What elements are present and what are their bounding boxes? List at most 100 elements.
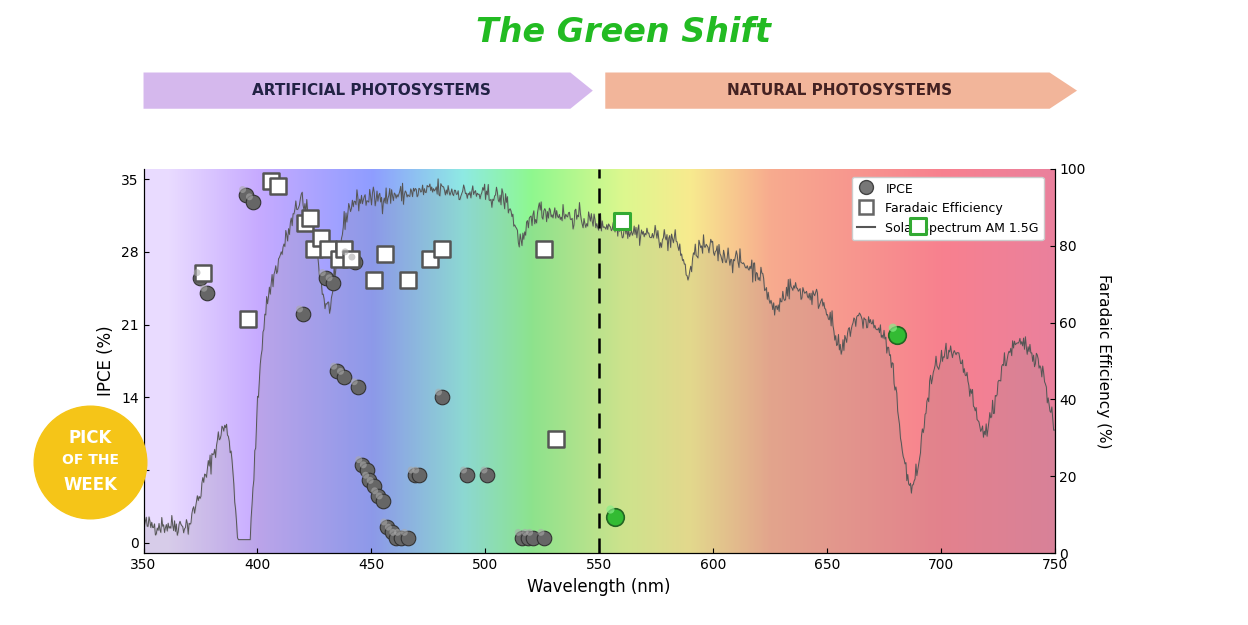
Point: [404, 470, 424, 480]
Legend: IPCE, Faradaic Efficiency, Solar Spectrum AM 1.5G: IPCE, Faradaic Efficiency, Solar Spectru…: [851, 177, 1043, 240]
Point: [374, 249, 394, 259]
Point: [519, 528, 539, 538]
Point: [359, 476, 379, 486]
Point: [406, 465, 426, 475]
Point: [373, 496, 393, 506]
Point: [348, 454, 368, 464]
Y-axis label: IPCE (%): IPCE (%): [97, 326, 116, 396]
Point: [319, 273, 339, 283]
Point: [327, 366, 347, 376]
Point: [344, 377, 364, 387]
Point: [364, 486, 384, 496]
Point: [323, 361, 343, 371]
Point: [352, 460, 372, 470]
Point: [545, 434, 565, 444]
Point: [882, 322, 902, 332]
Point: [346, 258, 366, 268]
Point: [342, 252, 362, 262]
Point: [357, 465, 377, 475]
Point: [474, 465, 494, 475]
Point: [293, 309, 313, 319]
Point: [238, 314, 258, 324]
Point: [523, 532, 543, 542]
Point: [305, 244, 324, 254]
Point: [534, 244, 554, 254]
Point: [369, 491, 389, 501]
FancyArrow shape: [605, 72, 1077, 109]
Point: [356, 470, 376, 480]
Point: [197, 288, 217, 298]
Point: [232, 184, 252, 194]
Point: [191, 273, 211, 283]
Point: [353, 460, 373, 470]
Point: [322, 278, 342, 288]
Point: [316, 273, 336, 283]
Point: [453, 465, 473, 475]
Point: [378, 522, 398, 532]
Text: PICK: PICK: [69, 429, 112, 447]
Point: [240, 192, 260, 202]
FancyArrow shape: [144, 72, 593, 109]
Point: [421, 254, 441, 264]
Point: [300, 213, 319, 222]
Point: [398, 275, 418, 285]
Point: [387, 532, 407, 542]
Point: [311, 233, 331, 243]
Point: [612, 216, 631, 226]
Point: [368, 491, 388, 501]
Point: [391, 532, 411, 542]
Point: [383, 528, 403, 538]
Point: [428, 387, 448, 397]
Point: [261, 176, 281, 186]
Point: [268, 181, 288, 191]
Point: [600, 504, 620, 514]
Point: [338, 252, 358, 262]
Point: [192, 268, 212, 278]
Point: [398, 532, 418, 542]
Point: [401, 465, 421, 475]
Point: [394, 528, 414, 538]
Point: [336, 247, 356, 257]
Point: [457, 470, 477, 480]
Point: [478, 470, 498, 480]
Point: [512, 532, 532, 542]
Point: [341, 254, 361, 264]
Point: [508, 528, 528, 538]
Point: [387, 528, 407, 538]
Text: OF THE: OF THE: [62, 452, 119, 466]
Point: [334, 244, 354, 254]
Point: [312, 268, 332, 278]
Point: [334, 371, 354, 381]
Point: [377, 522, 397, 532]
Point: [329, 254, 349, 264]
Point: [318, 244, 338, 254]
Y-axis label: Faradaic Efficiency (%): Faradaic Efficiency (%): [1096, 274, 1111, 448]
Point: [193, 283, 213, 293]
Point: [530, 528, 550, 538]
Point: [909, 221, 929, 231]
Point: [236, 190, 256, 200]
Text: The Green Shift: The Green Shift: [477, 16, 771, 49]
Point: [296, 217, 316, 227]
Text: NATURAL PHOTOSYSTEMS: NATURAL PHOTOSYSTEMS: [726, 83, 952, 98]
Point: [515, 528, 535, 538]
Point: [187, 268, 207, 278]
Ellipse shape: [34, 406, 147, 519]
Point: [363, 481, 383, 491]
Text: ARTIFICIAL PHOTOSYSTEMS: ARTIFICIAL PHOTOSYSTEMS: [252, 83, 490, 98]
Point: [331, 366, 351, 376]
Point: [243, 197, 263, 207]
Point: [534, 532, 554, 542]
X-axis label: Wavelength (nm): Wavelength (nm): [528, 578, 670, 596]
Point: [887, 330, 907, 340]
Point: [605, 512, 625, 522]
Point: [374, 517, 394, 527]
Text: WEEK: WEEK: [64, 476, 117, 494]
Point: [361, 476, 381, 486]
Point: [518, 532, 538, 542]
Point: [363, 275, 383, 285]
Point: [348, 382, 368, 392]
Point: [382, 528, 402, 538]
Point: [290, 304, 310, 314]
Point: [432, 244, 452, 254]
